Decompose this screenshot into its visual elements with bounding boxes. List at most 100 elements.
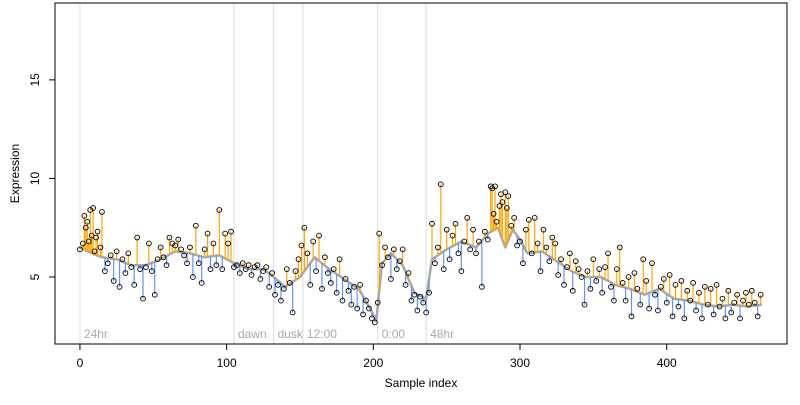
data-point <box>172 242 179 249</box>
data-point <box>437 181 444 188</box>
data-point <box>157 244 164 251</box>
data-point <box>637 301 644 308</box>
data-point <box>599 289 606 296</box>
data-point <box>704 301 711 308</box>
data-point <box>619 280 626 286</box>
data-point <box>374 299 381 306</box>
data-point <box>201 246 208 253</box>
data-point <box>166 234 173 241</box>
data-point <box>131 282 138 288</box>
data-point <box>710 311 717 318</box>
data-point <box>503 205 510 211</box>
data-point <box>514 242 520 249</box>
data-point <box>734 291 740 298</box>
data-point <box>357 282 363 288</box>
x-tick-label: 0 <box>77 356 84 370</box>
data-point <box>408 297 415 304</box>
data-point <box>307 282 314 288</box>
data-point <box>283 266 290 272</box>
data-point <box>481 228 488 235</box>
data-point <box>151 291 158 298</box>
data-point <box>134 234 140 241</box>
data-point <box>564 264 570 270</box>
data-point <box>110 278 117 284</box>
data-point <box>148 268 155 274</box>
data-point <box>725 287 732 294</box>
data-point <box>549 234 556 241</box>
data-point <box>517 238 523 245</box>
data-point <box>84 218 91 225</box>
data-point <box>146 240 152 247</box>
data-point <box>113 248 120 255</box>
data-point <box>449 232 456 239</box>
data-point <box>313 268 319 274</box>
data-point <box>625 274 632 280</box>
data-point <box>611 297 617 304</box>
data-point <box>737 315 743 322</box>
data-point <box>360 311 366 318</box>
data-point <box>452 220 459 227</box>
data-point <box>184 260 190 267</box>
data-point <box>143 264 149 270</box>
data-point <box>455 250 462 257</box>
data-point <box>575 266 582 272</box>
data-point <box>195 260 202 267</box>
data-point <box>213 262 220 269</box>
data-point <box>546 258 553 265</box>
data-point <box>429 220 435 227</box>
data-point <box>385 254 391 261</box>
data-point <box>443 226 450 233</box>
residual-lines <box>79 184 762 323</box>
data-point <box>239 260 246 267</box>
data-point <box>286 280 293 286</box>
data-point <box>351 283 358 290</box>
data-point <box>175 236 182 243</box>
data-point <box>707 285 714 292</box>
data-point <box>743 289 749 296</box>
data-point <box>80 240 86 247</box>
data-point <box>219 266 226 272</box>
data-point <box>324 270 331 276</box>
section-label: dusk <box>278 327 304 341</box>
data-point <box>731 299 738 306</box>
data-point <box>608 283 614 290</box>
data-point <box>681 315 688 322</box>
data-point <box>163 262 170 269</box>
data-point <box>391 246 397 253</box>
data-point <box>523 226 529 233</box>
data-point <box>420 299 427 306</box>
data-point <box>657 283 664 290</box>
data-point <box>245 262 252 269</box>
data-point <box>316 232 322 239</box>
data-point <box>426 289 432 296</box>
data-point <box>590 256 597 263</box>
data-point <box>728 309 735 316</box>
data-point <box>376 230 383 237</box>
data-point <box>254 262 261 269</box>
data-point <box>520 260 526 267</box>
data-point <box>690 280 696 286</box>
data-point <box>631 270 638 276</box>
data-point <box>652 291 658 298</box>
data-point <box>693 307 699 314</box>
data-point <box>216 207 223 213</box>
data-point <box>207 266 214 272</box>
section-label: dawn <box>238 327 267 341</box>
data-point <box>461 238 468 245</box>
data-point <box>366 305 372 312</box>
data-point <box>593 278 600 284</box>
data-point <box>85 238 92 245</box>
data-point <box>746 301 752 308</box>
y-tick-label: 5 <box>28 273 42 280</box>
data-point <box>511 214 518 221</box>
data-point <box>369 315 375 322</box>
data-point <box>382 244 388 251</box>
data-point <box>289 309 296 316</box>
data-point <box>432 260 438 267</box>
data-point <box>154 256 161 263</box>
data-point <box>104 260 111 267</box>
data-point <box>525 216 532 223</box>
data-point <box>210 240 217 247</box>
data-point <box>569 287 576 294</box>
